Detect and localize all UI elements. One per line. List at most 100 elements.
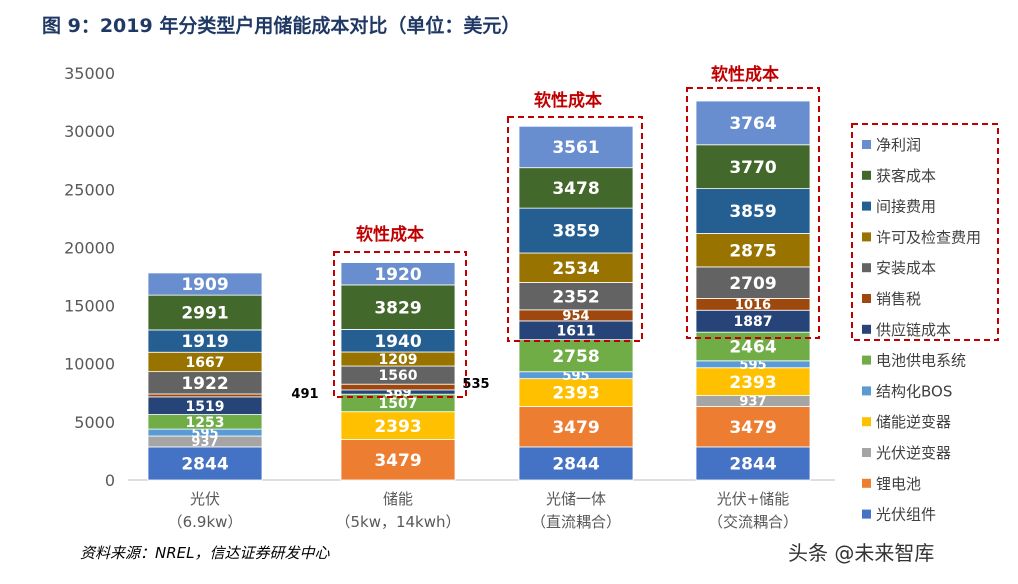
bar-segment xyxy=(340,411,456,440)
bar-segment xyxy=(518,339,634,373)
soft-cost-box xyxy=(333,251,467,398)
legend-entry: 安装成本 xyxy=(876,259,936,277)
bar-segment xyxy=(695,266,811,299)
legend-entry: 净利润 xyxy=(876,136,921,154)
data-label: 595 xyxy=(562,369,589,384)
soft-cost-box xyxy=(686,87,820,339)
data-label: 1016 xyxy=(735,298,771,313)
legend-entry: 光伏组件 xyxy=(876,506,936,524)
legend: 净利润获客成本间接费用许可及检查费用安装成本销售税供应链成本电池供电系统结构化B… xyxy=(851,123,999,524)
data-label: 2393 xyxy=(374,417,421,437)
bar-segment xyxy=(695,367,811,396)
legend-entry: 光伏逆变器 xyxy=(876,444,951,462)
bar-segment xyxy=(518,252,634,283)
legend-swatch xyxy=(862,324,871,334)
data-label: 2844 xyxy=(729,455,776,475)
data-label: 2534 xyxy=(552,259,599,279)
bar-segment xyxy=(695,188,811,234)
x-tick-label: 光伏+储能 xyxy=(717,490,790,508)
bar-segment xyxy=(695,100,811,146)
data-label: 954 xyxy=(562,309,589,324)
legend-swatch xyxy=(862,417,871,427)
data-label: 2393 xyxy=(729,373,776,393)
bar-segment xyxy=(147,446,263,481)
bar-segment xyxy=(518,282,634,311)
data-label: 1922 xyxy=(181,374,228,394)
legend-swatch xyxy=(862,232,871,242)
bar-segment xyxy=(340,439,456,481)
legend-soft-cost-box xyxy=(851,123,999,341)
legend-entry: 锂电池 xyxy=(876,475,921,493)
data-label: 2991 xyxy=(181,304,228,324)
legend-swatch xyxy=(862,170,871,180)
data-label: 2875 xyxy=(729,241,776,261)
data-label: 2758 xyxy=(552,347,599,367)
soft-cost-box xyxy=(507,116,643,342)
y-tick-label: 35000 xyxy=(64,64,115,83)
legend-swatch xyxy=(862,478,871,488)
bars-layer: 2844937595125315191922166719192991190934… xyxy=(147,100,811,481)
data-label: 937 xyxy=(739,395,766,410)
watermark: 头条 @未来智库 xyxy=(788,541,934,565)
bar-segment xyxy=(518,446,634,481)
data-label: 595 xyxy=(191,426,218,441)
data-label: 1919 xyxy=(181,332,228,352)
legend-entry: 获客成本 xyxy=(876,167,936,185)
legend-swatch xyxy=(862,355,871,365)
x-tick-label: 储能 xyxy=(383,490,413,508)
data-label: 1940 xyxy=(374,332,421,352)
y-tick-label: 25000 xyxy=(64,180,115,199)
data-label: 3859 xyxy=(729,202,776,222)
legend-entry: 结构化BOS xyxy=(876,382,952,400)
legend-swatch xyxy=(862,294,871,303)
bar-segment xyxy=(695,233,811,268)
data-label: 3479 xyxy=(729,418,776,438)
y-tick-label: 5000 xyxy=(74,413,115,432)
legend-entry: 电池供电系统 xyxy=(876,352,966,370)
data-label: 3770 xyxy=(729,158,776,178)
data-label: 3478 xyxy=(552,179,599,199)
bar-segment xyxy=(147,272,263,296)
soft-cost-label: 软性成本 xyxy=(534,90,602,111)
data-label: 1909 xyxy=(181,275,228,295)
legend-entry: 储能逆变器 xyxy=(876,413,951,431)
data-label: 2464 xyxy=(729,338,776,358)
bar-segment xyxy=(518,207,634,254)
data-label: 3859 xyxy=(552,222,599,242)
data-label: 2844 xyxy=(181,455,228,475)
soft-cost-label: 软性成本 xyxy=(356,224,424,245)
y-tick-label: 30000 xyxy=(64,122,115,141)
data-label: 3561 xyxy=(552,138,599,158)
x-tick-label: 光伏 xyxy=(190,490,220,508)
data-label: 3479 xyxy=(552,418,599,438)
data-label: 2844 xyxy=(552,455,599,475)
data-label: 1209 xyxy=(379,352,418,368)
legend-swatch xyxy=(862,140,871,149)
data-label: 2352 xyxy=(552,287,599,307)
legend-swatch xyxy=(862,448,871,457)
bar-segment xyxy=(518,406,634,448)
y-tick-label: 20000 xyxy=(64,238,115,257)
data-label: 1611 xyxy=(557,323,596,339)
x-tick-label: （交流耦合） xyxy=(708,513,798,531)
bar-segment xyxy=(340,262,456,286)
y-tick-label: 10000 xyxy=(64,355,115,374)
data-label: 1507 xyxy=(379,396,418,412)
bar-segment xyxy=(147,393,263,398)
bar-segment xyxy=(518,378,634,407)
data-label: 1560 xyxy=(379,368,418,384)
data-label: 3829 xyxy=(374,298,421,318)
data-label: 1667 xyxy=(186,355,225,371)
data-label: 937 xyxy=(191,435,218,450)
data-label: 2709 xyxy=(729,274,776,294)
legend-entry: 许可及检查费用 xyxy=(876,228,981,246)
data-label: 3764 xyxy=(729,114,776,134)
bar-segment xyxy=(340,284,456,330)
legend-swatch xyxy=(862,263,871,273)
side-label: 535 xyxy=(462,377,489,392)
legend-entry: 供应链成本 xyxy=(876,321,951,339)
bar-segment xyxy=(518,167,634,209)
y-tick-label: 0 xyxy=(105,471,115,490)
